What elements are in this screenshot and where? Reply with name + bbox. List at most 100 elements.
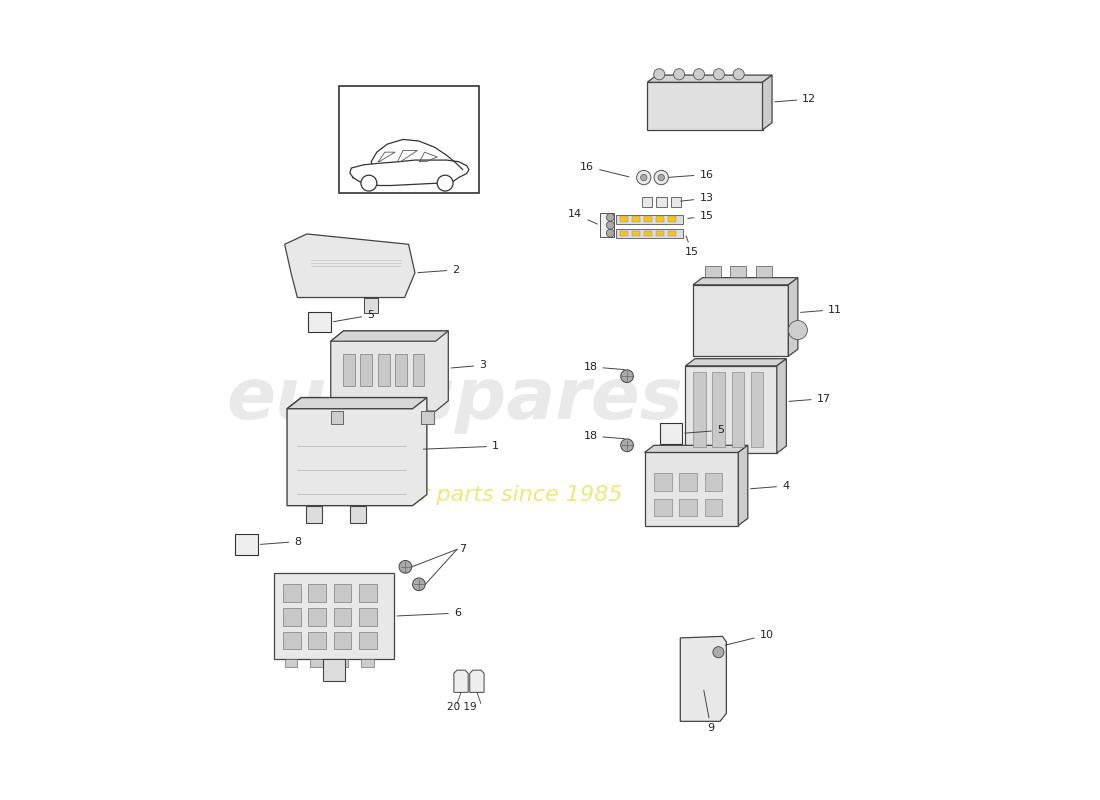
Bar	[668, 217, 675, 222]
Bar	[283, 608, 300, 626]
Bar	[360, 354, 372, 386]
Polygon shape	[470, 670, 484, 692]
Circle shape	[713, 69, 725, 80]
Bar	[343, 354, 354, 386]
Text: eurospares: eurospares	[227, 366, 683, 434]
Bar	[421, 411, 434, 424]
Bar	[285, 659, 297, 667]
Text: 17: 17	[789, 394, 830, 403]
Bar	[671, 197, 681, 207]
Text: 6: 6	[397, 608, 461, 618]
Bar	[654, 498, 671, 516]
Circle shape	[673, 69, 684, 80]
Polygon shape	[693, 285, 789, 356]
Polygon shape	[789, 278, 797, 356]
Text: 9: 9	[704, 690, 714, 734]
Bar	[644, 217, 651, 222]
Bar	[331, 411, 343, 424]
Text: 5: 5	[333, 310, 374, 322]
Text: 15: 15	[685, 236, 700, 258]
Bar	[756, 266, 772, 277]
Polygon shape	[777, 358, 786, 454]
Polygon shape	[693, 278, 798, 285]
Bar	[340, 86, 478, 194]
Bar	[654, 473, 671, 490]
Text: 3: 3	[451, 360, 486, 370]
Polygon shape	[331, 331, 449, 342]
Bar	[680, 473, 697, 490]
Polygon shape	[680, 636, 726, 722]
Text: 14: 14	[569, 210, 597, 224]
Bar	[656, 217, 663, 222]
Polygon shape	[331, 331, 449, 411]
Circle shape	[658, 174, 664, 181]
Text: 15: 15	[688, 211, 714, 221]
Polygon shape	[762, 75, 772, 130]
Bar	[308, 312, 331, 333]
Bar	[730, 266, 746, 277]
Circle shape	[606, 214, 614, 222]
Bar	[334, 608, 351, 626]
Bar	[668, 230, 675, 236]
Circle shape	[733, 69, 745, 80]
Bar	[631, 217, 640, 222]
Text: 16: 16	[580, 162, 629, 177]
Polygon shape	[274, 573, 394, 659]
Bar	[334, 584, 351, 602]
Bar	[620, 217, 628, 222]
Bar	[306, 506, 322, 523]
Bar	[705, 498, 723, 516]
Bar	[308, 632, 326, 650]
Bar	[360, 608, 377, 626]
Bar	[308, 608, 326, 626]
Polygon shape	[685, 366, 777, 454]
Polygon shape	[287, 398, 427, 506]
Text: 12: 12	[774, 94, 816, 104]
Circle shape	[437, 175, 453, 191]
Text: 2: 2	[418, 265, 460, 275]
Bar	[350, 506, 365, 523]
Circle shape	[713, 646, 724, 658]
Circle shape	[693, 69, 704, 80]
Bar	[412, 354, 425, 386]
Bar	[361, 659, 374, 667]
Bar	[308, 584, 326, 602]
Circle shape	[399, 561, 411, 573]
Bar	[322, 659, 345, 682]
Text: 20 19: 20 19	[447, 702, 476, 712]
Bar	[660, 423, 682, 444]
Circle shape	[640, 174, 647, 181]
Circle shape	[620, 370, 634, 382]
Bar	[693, 372, 706, 447]
Bar	[334, 632, 351, 650]
Bar	[364, 298, 378, 314]
Bar	[705, 473, 723, 490]
Text: a passion for parts since 1985: a passion for parts since 1985	[286, 486, 623, 506]
Bar	[601, 214, 614, 237]
Text: 18: 18	[583, 431, 625, 441]
Bar	[360, 584, 377, 602]
Bar	[377, 354, 389, 386]
Bar	[395, 354, 407, 386]
Polygon shape	[738, 446, 748, 526]
Text: 5: 5	[684, 426, 724, 435]
Bar	[657, 197, 667, 207]
Bar	[750, 372, 763, 447]
Circle shape	[654, 170, 669, 185]
Polygon shape	[685, 358, 786, 366]
Text: 7: 7	[460, 544, 466, 554]
Bar	[642, 197, 652, 207]
Bar	[656, 230, 663, 236]
Polygon shape	[645, 446, 748, 453]
Bar	[283, 584, 300, 602]
Circle shape	[412, 578, 426, 590]
Bar	[631, 230, 640, 236]
Circle shape	[789, 321, 807, 340]
Bar	[620, 230, 628, 236]
Bar	[310, 659, 322, 667]
Text: 16: 16	[669, 170, 714, 179]
Circle shape	[620, 439, 634, 452]
Bar	[616, 229, 683, 238]
Circle shape	[606, 229, 614, 237]
Polygon shape	[287, 398, 427, 409]
